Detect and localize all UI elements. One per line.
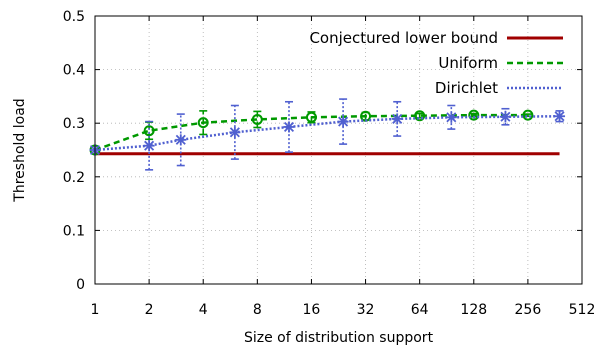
ticks: 1 2 4 8 16 32 64 128 256 512 0 0.1 0.2 0.3 0.4 0.5 xyxy=(63,9,596,318)
y-tick-label: 0.5 xyxy=(63,9,85,25)
data-point xyxy=(468,109,480,121)
legend-item: Conjectured lower bound xyxy=(309,29,563,47)
plot-frame xyxy=(94,15,583,285)
data-point xyxy=(283,121,295,133)
star-stroke xyxy=(392,113,403,124)
grid xyxy=(95,16,582,284)
star-stroke xyxy=(229,127,240,138)
x-tick-label: 1 xyxy=(91,302,100,318)
x-tick-label: 256 xyxy=(515,302,542,318)
legend-item: Dirichlet xyxy=(435,79,563,97)
data-point xyxy=(445,111,457,123)
data-point xyxy=(175,134,187,146)
star-stroke xyxy=(446,112,457,123)
y-tick-label: 0.2 xyxy=(63,170,85,186)
y-tick-label: 0.4 xyxy=(63,63,85,79)
star-stroke xyxy=(144,140,155,151)
data-point xyxy=(143,125,155,137)
data-point xyxy=(391,113,403,125)
legend-label: Conjectured lower bound xyxy=(309,29,498,47)
x-tick-label: 32 xyxy=(357,302,375,318)
series-layer xyxy=(89,98,566,171)
star-stroke xyxy=(283,121,295,132)
x-tick-label: 2 xyxy=(145,302,154,318)
star-stroke xyxy=(175,134,186,145)
data-point xyxy=(337,116,349,128)
x-tick-label: 128 xyxy=(460,302,487,318)
y-tick-label: 0 xyxy=(76,277,85,293)
x-tick-label: 8 xyxy=(253,302,262,318)
series-dirichlet xyxy=(89,98,566,171)
x-tick-label: 16 xyxy=(303,302,321,318)
legend-item: Uniform xyxy=(438,54,563,72)
y-tick-label: 0.1 xyxy=(63,223,85,239)
data-point xyxy=(197,117,209,129)
data-point xyxy=(522,109,534,121)
star-stroke xyxy=(554,111,565,122)
data-point xyxy=(305,111,317,123)
y-tick-label: 0.3 xyxy=(63,116,85,132)
x-axis-label: Size of distribution support xyxy=(244,330,434,346)
legend: Conjectured lower bound Uniform Dirichlet xyxy=(309,29,563,97)
star-stroke xyxy=(338,116,349,127)
star-stroke xyxy=(500,111,511,122)
data-point xyxy=(229,126,241,138)
data-point xyxy=(554,110,566,122)
data-point xyxy=(499,111,511,123)
data-point xyxy=(251,113,263,125)
legend-label: Dirichlet xyxy=(435,79,498,97)
data-point xyxy=(414,110,426,122)
x-tick-label: 512 xyxy=(569,302,596,318)
legend-label: Uniform xyxy=(438,54,498,72)
series-line xyxy=(94,114,560,152)
x-tick-label: 4 xyxy=(199,302,208,318)
x-tick-label: 64 xyxy=(411,302,429,318)
data-point xyxy=(143,140,155,152)
y-axis-label: Threshold load xyxy=(12,98,28,202)
